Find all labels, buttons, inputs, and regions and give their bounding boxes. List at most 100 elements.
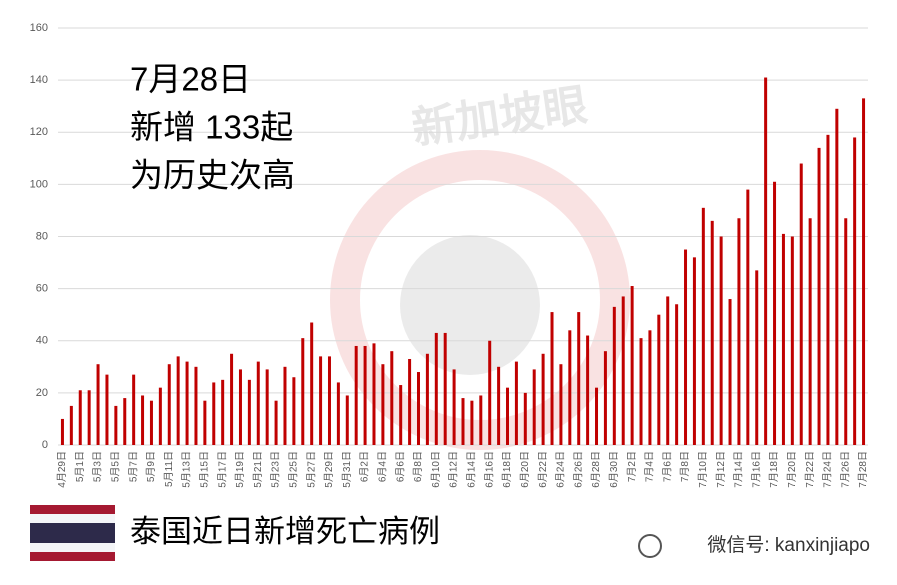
x-tick-label: 7月20日 [786, 451, 798, 488]
bar [862, 98, 866, 446]
y-tick-label: 0 [42, 439, 48, 451]
x-tick-label: 5月23日 [270, 451, 282, 488]
bar [399, 385, 403, 445]
x-tick-label: 6月24日 [555, 451, 567, 488]
x-tick-label: 6月28日 [590, 451, 602, 488]
y-tick-label: 160 [30, 22, 48, 34]
bar [701, 207, 705, 445]
bar [577, 312, 581, 445]
bar [345, 395, 349, 445]
y-tick-label: 40 [36, 335, 48, 347]
plot: 0 20 40 60 80 100 120 140 160 4月29日 5月1日 5月3日 5月5日 5月… [30, 22, 870, 488]
x-tick-label: 7月26日 [839, 451, 851, 488]
bar [844, 218, 848, 445]
bar [595, 387, 599, 445]
bar [87, 390, 91, 445]
x-tick-label: 7月10日 [697, 451, 709, 488]
x-tick-label: 6月30日 [608, 451, 620, 488]
bar [488, 340, 492, 445]
x-tick-label: 7月16日 [750, 451, 762, 488]
bar [301, 338, 305, 445]
bar [292, 377, 296, 445]
x-tick-label: 7月12日 [715, 451, 727, 488]
bar [434, 332, 438, 445]
x-tick-label: 7月22日 [804, 451, 816, 488]
x-tick-label: 6月26日 [572, 451, 584, 488]
bar [550, 312, 554, 445]
bar [336, 382, 340, 445]
bar [755, 270, 759, 445]
x-tick-label: 5月11日 [163, 451, 175, 487]
bar [541, 353, 545, 445]
x-tick-label: 6月20日 [519, 451, 531, 488]
bar [203, 400, 207, 445]
x-tick-label: 7月4日 [644, 451, 656, 482]
bar [132, 374, 136, 445]
bar [167, 364, 171, 445]
bar [737, 218, 741, 445]
bar [523, 392, 527, 445]
x-tick-label: 7月2日 [626, 451, 638, 482]
bar [105, 374, 109, 445]
bar [835, 108, 839, 445]
x-tick-label: 6月12日 [448, 451, 460, 488]
bar [746, 189, 750, 445]
bar [60, 418, 64, 445]
x-tick-label: 6月10日 [430, 451, 442, 488]
y-tick-label: 100 [30, 178, 48, 190]
bar [212, 382, 216, 445]
bar [799, 163, 803, 445]
bar [630, 286, 634, 445]
bar [408, 358, 412, 445]
bar [230, 353, 234, 445]
bar [603, 351, 607, 445]
x-tick-label: 5月3日 [92, 451, 104, 482]
x-tick-label: 5月15日 [199, 451, 211, 488]
bar [390, 351, 394, 445]
bar [692, 257, 696, 445]
bar [514, 361, 518, 445]
bar [78, 390, 82, 445]
bar [684, 249, 688, 445]
watermark: 新加坡眼 [330, 81, 630, 450]
x-tick-label: 6月8日 [412, 451, 424, 482]
x-tick-label: 5月7日 [127, 451, 139, 482]
bar [710, 220, 714, 445]
bar [372, 343, 376, 445]
bar [443, 332, 447, 445]
bar [497, 366, 501, 445]
bar [247, 379, 251, 445]
y-tick-label: 20 [36, 387, 48, 399]
x-tick-label: 5月29日 [323, 451, 335, 488]
bar [123, 398, 127, 445]
bar [648, 330, 652, 445]
x-tick-label: 6月18日 [501, 451, 513, 488]
caption: 泰国近日新增死亡病例 [130, 514, 440, 549]
x-tick-label: 6月2日 [359, 451, 371, 482]
x-tick-label: 5月25日 [288, 451, 300, 488]
bar [719, 236, 723, 445]
bar [826, 134, 830, 445]
bar [781, 233, 785, 445]
bar [149, 400, 153, 445]
x-tick-label: 6月14日 [466, 451, 478, 488]
annotation: 新增 133起 [130, 109, 293, 146]
bar [185, 361, 189, 445]
bar [69, 405, 73, 445]
bar [221, 379, 225, 445]
bar [381, 364, 385, 445]
bar [238, 369, 242, 445]
bar [639, 338, 643, 445]
bar [158, 387, 162, 445]
x-tick-label: 5月17日 [216, 451, 228, 488]
bar [506, 387, 510, 445]
bar [586, 335, 590, 445]
x-tick-label: 7月24日 [822, 451, 834, 488]
flag [30, 505, 115, 561]
annotation: 7月28日 [130, 61, 251, 98]
bar [657, 314, 661, 445]
bar [327, 356, 331, 445]
bar [310, 322, 314, 445]
